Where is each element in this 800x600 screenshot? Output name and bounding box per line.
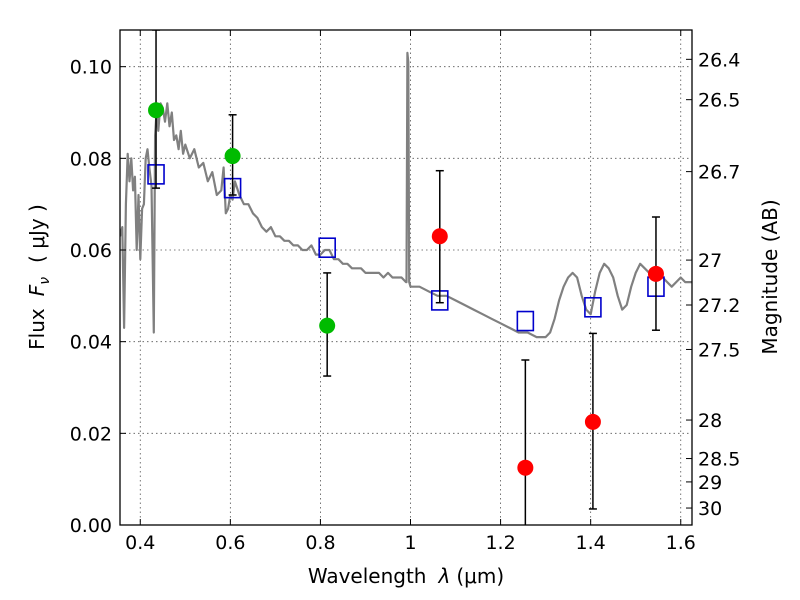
mag-tick-label: 26.5	[698, 90, 740, 112]
plot-area	[120, 30, 692, 525]
x-tick-label: 0.8	[305, 532, 335, 554]
model-point-square	[584, 296, 602, 318]
x-tick-label: 0.4	[125, 532, 155, 554]
observed-point	[319, 317, 336, 334]
mag-tick-label: 26.4	[698, 49, 740, 71]
observed-point	[431, 228, 448, 245]
x-tick-label: 1.2	[485, 532, 515, 554]
plot-clip-group	[120, 30, 692, 525]
x-tick-label: 1.4	[576, 532, 606, 554]
x-axis-label: Wavelength λ (μm)	[308, 564, 504, 588]
observed-point	[148, 102, 165, 119]
y-tick-label: 0.04	[70, 332, 112, 354]
axes-frame	[119, 29, 693, 526]
y-tick-label: 0.02	[70, 423, 112, 445]
mag-tick-label: 30	[698, 498, 722, 520]
secondary-y-axis-label: Magnitude (AB)	[758, 199, 782, 354]
model-point-square	[318, 237, 336, 259]
y-tick-label: 0.08	[70, 148, 112, 170]
model-spectrum-line	[120, 51, 692, 339]
observed-point	[647, 265, 664, 282]
y-tick-label: 0.06	[70, 240, 112, 262]
y-axis-label: FluxFν( μJy )	[25, 204, 53, 350]
x-tick-label: 0.6	[215, 532, 245, 554]
model-point-square	[516, 310, 535, 332]
observed-point	[224, 148, 241, 165]
mag-tick-label: 27.2	[698, 295, 740, 317]
mag-tick-label: 26.7	[698, 162, 740, 184]
y-tick-label: 0.00	[70, 515, 112, 537]
mag-tick-label: 27.5	[698, 339, 740, 361]
observed-point	[584, 413, 601, 430]
x-tick-label: 1	[404, 532, 416, 554]
mag-tick-label: 28.5	[698, 449, 740, 471]
x-tick-label: 1.6	[666, 532, 696, 554]
y-tick-label: 0.10	[70, 57, 112, 79]
mag-tick-label: 28	[698, 410, 722, 432]
mag-tick-label: 29	[698, 472, 722, 494]
ticks: 0.4 0.6 0.8 1 1.2 1.4 1.6 0.00 0.02 0.04 0.06 0.08 0…	[70, 30, 740, 554]
observed-point	[517, 459, 534, 476]
mag-tick-label: 27	[698, 250, 722, 272]
